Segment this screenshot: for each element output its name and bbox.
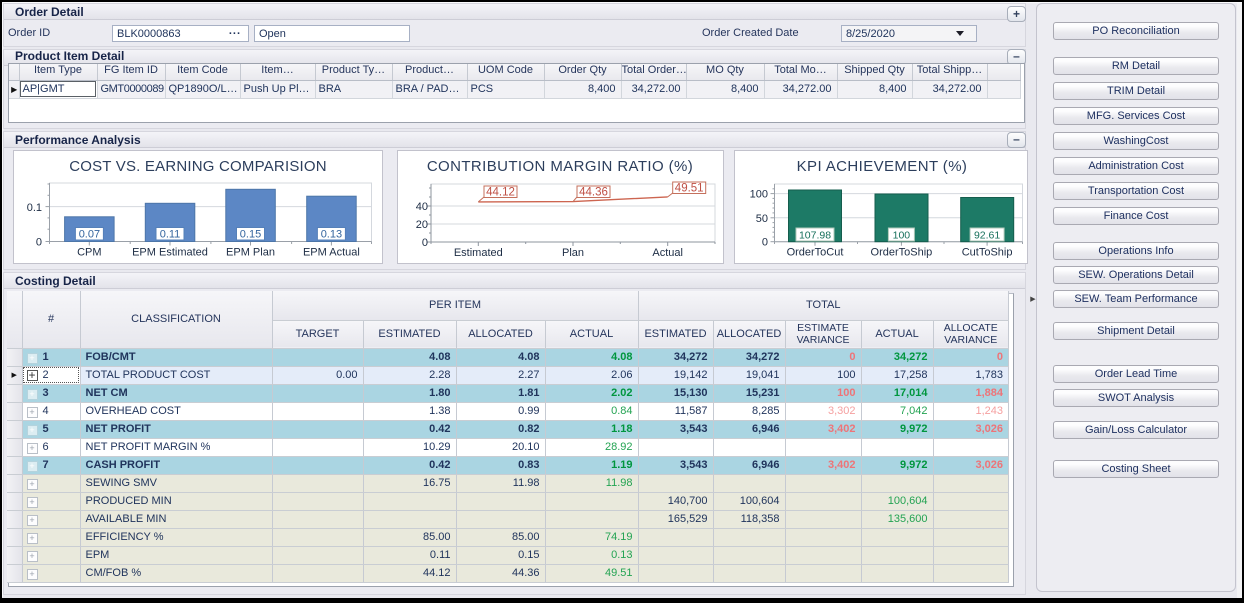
svg-text:0.15: 0.15	[240, 229, 261, 241]
svg-text:100: 100	[893, 230, 911, 242]
svg-text:107.98: 107.98	[799, 230, 831, 242]
svg-text:44.12: 44.12	[486, 187, 515, 199]
svg-text:100: 100	[750, 189, 768, 201]
svg-text:50: 50	[756, 213, 768, 225]
svg-text:40: 40	[416, 201, 428, 213]
svg-text:OrderToShip: OrderToShip	[871, 247, 933, 259]
svg-text:EPM Estimated: EPM Estimated	[132, 247, 208, 259]
svg-text:EPM Actual: EPM Actual	[303, 247, 360, 259]
svg-text:0: 0	[762, 237, 768, 249]
svg-text:92.61: 92.61	[974, 230, 1000, 242]
svg-text:EPM Plan: EPM Plan	[226, 247, 275, 259]
svg-text:0.13: 0.13	[321, 229, 342, 241]
svg-text:OrderToCut: OrderToCut	[787, 247, 844, 259]
svg-text:44.36: 44.36	[579, 187, 608, 199]
svg-text:0.07: 0.07	[79, 229, 100, 241]
svg-text:Estimated: Estimated	[454, 247, 503, 259]
svg-text:CONTRIBUTION MARGIN RATIO (%): CONTRIBUTION MARGIN RATIO (%)	[427, 158, 693, 175]
svg-text:0.11: 0.11	[160, 229, 181, 241]
svg-text:Actual: Actual	[652, 247, 683, 259]
svg-text:KPI ACHIEVEMENT (%): KPI ACHIEVEMENT (%)	[797, 158, 968, 175]
svg-text:COST VS. EARNING COMPARISION: COST VS. EARNING COMPARISION	[69, 158, 327, 175]
svg-text:Plan: Plan	[562, 247, 584, 259]
svg-text:0: 0	[36, 237, 42, 249]
svg-text:49.51: 49.51	[675, 183, 704, 195]
svg-text:CPM: CPM	[77, 247, 101, 259]
svg-text:0.1: 0.1	[27, 202, 42, 214]
svg-text:20: 20	[416, 219, 428, 231]
svg-text:CutToShip: CutToShip	[962, 247, 1013, 259]
svg-text:0: 0	[422, 237, 428, 249]
